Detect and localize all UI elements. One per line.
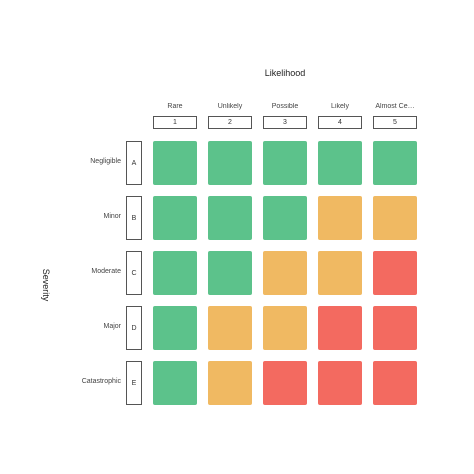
row-code-box: A <box>126 141 142 185</box>
risk-cell-low <box>153 306 197 350</box>
risk-cell-high <box>373 251 417 295</box>
column-label: Rare <box>167 103 183 110</box>
risk-cell-high <box>373 361 417 405</box>
risk-cell-medium <box>208 361 252 405</box>
column-label: Likely <box>331 103 349 110</box>
row-code-box: E <box>126 361 142 405</box>
risk-cell-low <box>153 361 197 405</box>
column-code-box: 1 <box>153 116 197 129</box>
row-label: Major <box>103 323 121 330</box>
risk-cell-medium <box>318 251 362 295</box>
risk-cell-low <box>208 141 252 185</box>
column-code-box: 2 <box>208 116 252 129</box>
risk-cell-high <box>263 361 307 405</box>
risk-cell-medium <box>373 196 417 240</box>
risk-cell-medium <box>318 196 362 240</box>
risk-cell-low <box>208 196 252 240</box>
row-label: Minor <box>103 213 121 220</box>
column-code-box: 5 <box>373 116 417 129</box>
column-label: Almost Ce… <box>375 103 415 110</box>
risk-cell-low <box>263 196 307 240</box>
row-code-box: B <box>126 196 142 240</box>
risk-cell-medium <box>263 306 307 350</box>
risk-cell-low <box>318 141 362 185</box>
row-label: Moderate <box>91 268 121 275</box>
risk-cell-low <box>373 141 417 185</box>
column-code-box: 4 <box>318 116 362 129</box>
risk-cell-low <box>153 141 197 185</box>
x-axis-title: Likelihood <box>264 68 306 78</box>
row-code-box: D <box>126 306 142 350</box>
column-label: Unlikely <box>217 103 243 110</box>
risk-cell-low <box>153 196 197 240</box>
risk-cell-medium <box>208 306 252 350</box>
row-label: Negligible <box>90 158 121 165</box>
row-code-box: C <box>126 251 142 295</box>
risk-cell-high <box>373 306 417 350</box>
column-code-box: 3 <box>263 116 307 129</box>
risk-cell-low <box>153 251 197 295</box>
column-label: Possible <box>271 103 299 110</box>
risk-cell-medium <box>263 251 307 295</box>
row-label: Catastrophic <box>81 378 121 385</box>
risk-cell-low <box>208 251 252 295</box>
risk-cell-high <box>318 306 362 350</box>
risk-cell-low <box>263 141 307 185</box>
risk-cell-high <box>318 361 362 405</box>
